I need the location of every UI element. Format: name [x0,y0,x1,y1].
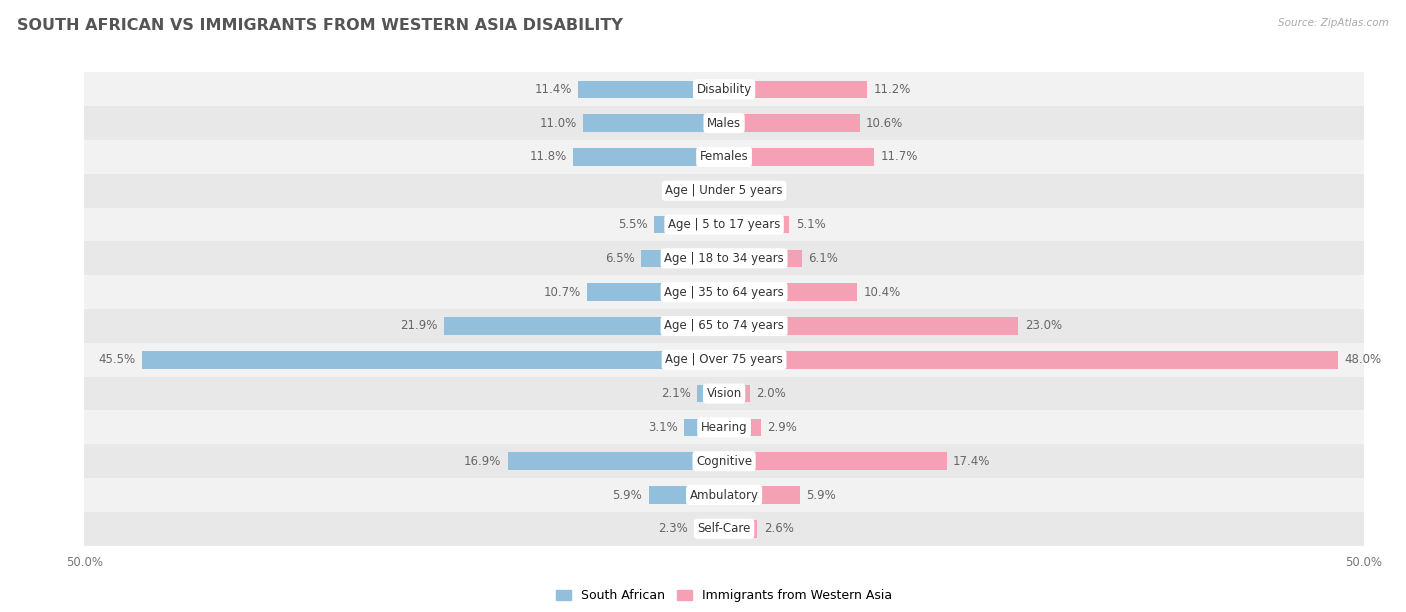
Bar [84,478,1364,512]
Bar [84,72,1364,106]
Text: 5.9%: 5.9% [613,488,643,501]
Bar [654,216,724,233]
Bar [84,174,1364,207]
Bar [724,351,1339,368]
Bar [574,148,724,166]
Text: 10.4%: 10.4% [863,286,901,299]
Text: Age | 5 to 17 years: Age | 5 to 17 years [668,218,780,231]
Bar [724,419,761,436]
Text: Females: Females [700,151,748,163]
Text: 3.1%: 3.1% [648,421,678,434]
Text: 11.4%: 11.4% [534,83,572,96]
Bar [724,520,758,537]
Text: 10.7%: 10.7% [544,286,581,299]
Bar [710,182,724,200]
Text: 23.0%: 23.0% [1025,319,1062,332]
Text: 45.5%: 45.5% [98,353,135,366]
Text: 1.1%: 1.1% [673,184,703,197]
Bar [724,486,800,504]
Bar [641,250,724,267]
Text: Age | 18 to 34 years: Age | 18 to 34 years [664,252,785,265]
Text: 2.3%: 2.3% [658,522,689,536]
Text: SOUTH AFRICAN VS IMMIGRANTS FROM WESTERN ASIA DISABILITY: SOUTH AFRICAN VS IMMIGRANTS FROM WESTERN… [17,18,623,34]
Bar [84,512,1364,546]
Bar [724,317,1018,335]
Text: 11.7%: 11.7% [880,151,918,163]
Bar [84,207,1364,242]
Text: 5.1%: 5.1% [796,218,825,231]
Bar [508,452,724,470]
Bar [578,81,724,98]
Text: 17.4%: 17.4% [953,455,990,468]
Bar [697,385,724,402]
Bar [84,242,1364,275]
Text: Ambulatory: Ambulatory [689,488,759,501]
Text: Age | 65 to 74 years: Age | 65 to 74 years [664,319,785,332]
Bar [724,452,946,470]
Legend: South African, Immigrants from Western Asia: South African, Immigrants from Western A… [551,584,897,607]
Text: 21.9%: 21.9% [401,319,437,332]
Text: Age | 35 to 64 years: Age | 35 to 64 years [664,286,785,299]
Bar [724,148,873,166]
Text: 2.6%: 2.6% [763,522,793,536]
Bar [724,385,749,402]
Text: 11.2%: 11.2% [873,83,911,96]
Text: Males: Males [707,117,741,130]
Bar [84,343,1364,376]
Bar [724,182,738,200]
Bar [724,250,803,267]
Text: Disability: Disability [696,83,752,96]
Text: Source: ZipAtlas.com: Source: ZipAtlas.com [1278,18,1389,28]
Text: 11.0%: 11.0% [540,117,576,130]
Bar [695,520,724,537]
Bar [84,411,1364,444]
Text: Age | Under 5 years: Age | Under 5 years [665,184,783,197]
Text: Self-Care: Self-Care [697,522,751,536]
Text: 1.1%: 1.1% [745,184,775,197]
Text: Cognitive: Cognitive [696,455,752,468]
Text: 5.9%: 5.9% [806,488,835,501]
Bar [444,317,724,335]
Text: 5.5%: 5.5% [617,218,647,231]
Bar [142,351,724,368]
Bar [648,486,724,504]
Text: 6.5%: 6.5% [605,252,634,265]
Bar [588,283,724,301]
Text: 2.1%: 2.1% [661,387,690,400]
Bar [84,376,1364,411]
Bar [84,309,1364,343]
Text: 10.6%: 10.6% [866,117,904,130]
Text: 2.9%: 2.9% [768,421,797,434]
Text: 48.0%: 48.0% [1344,353,1382,366]
Bar [724,216,789,233]
Bar [724,81,868,98]
Bar [84,140,1364,174]
Bar [724,114,859,132]
Text: 2.0%: 2.0% [756,387,786,400]
Text: Vision: Vision [706,387,742,400]
Text: Age | Over 75 years: Age | Over 75 years [665,353,783,366]
Bar [724,283,858,301]
Bar [84,444,1364,478]
Text: Hearing: Hearing [700,421,748,434]
Bar [84,275,1364,309]
Text: 11.8%: 11.8% [530,151,567,163]
Bar [685,419,724,436]
Bar [84,106,1364,140]
Bar [583,114,724,132]
Text: 16.9%: 16.9% [464,455,502,468]
Text: 6.1%: 6.1% [808,252,838,265]
